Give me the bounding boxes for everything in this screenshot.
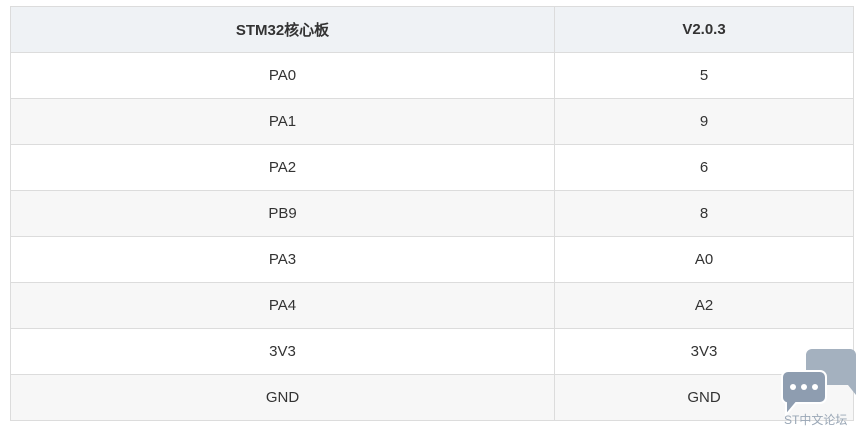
table-row: PA2 6 (10, 144, 854, 191)
table-row: 3V3 3V3 (10, 328, 854, 375)
cell-version-pin: 9 (554, 98, 854, 145)
pin-mapping-table: STM32核心板 V2.0.3 PA0 5 PA1 9 PA2 6 PB9 8 PA3 A0 PA4… (10, 6, 854, 421)
table-row: GND GND (10, 374, 854, 421)
cell-version-pin: 8 (554, 190, 854, 237)
table-row: PB9 8 (10, 190, 854, 237)
cell-board-pin: 3V3 (10, 328, 555, 375)
cell-board-pin: PA1 (10, 98, 555, 145)
chat-bubbles-icon (781, 349, 856, 418)
header-board: STM32核心板 (10, 6, 555, 53)
table-row: PA1 9 (10, 98, 854, 145)
table-row: PA0 5 (10, 52, 854, 99)
cell-version-pin: A0 (554, 236, 854, 283)
watermark-text: ST中文论坛 (784, 413, 848, 427)
cell-board-pin: PA0 (10, 52, 555, 99)
table-header-row: STM32核心板 V2.0.3 (10, 6, 854, 53)
cell-version-pin: 5 (554, 52, 854, 99)
table-row: PA3 A0 (10, 236, 854, 283)
cell-board-pin: PA3 (10, 236, 555, 283)
cell-version-pin: A2 (554, 282, 854, 329)
cell-board-pin: PA4 (10, 282, 555, 329)
cell-board-pin: PB9 (10, 190, 555, 237)
cell-board-pin: GND (10, 374, 555, 421)
cell-version-pin: 3V3 (554, 328, 854, 375)
cell-version-pin: 6 (554, 144, 854, 191)
header-version: V2.0.3 (554, 6, 854, 53)
cell-board-pin: PA2 (10, 144, 555, 191)
table-row: PA4 A2 (10, 282, 854, 329)
